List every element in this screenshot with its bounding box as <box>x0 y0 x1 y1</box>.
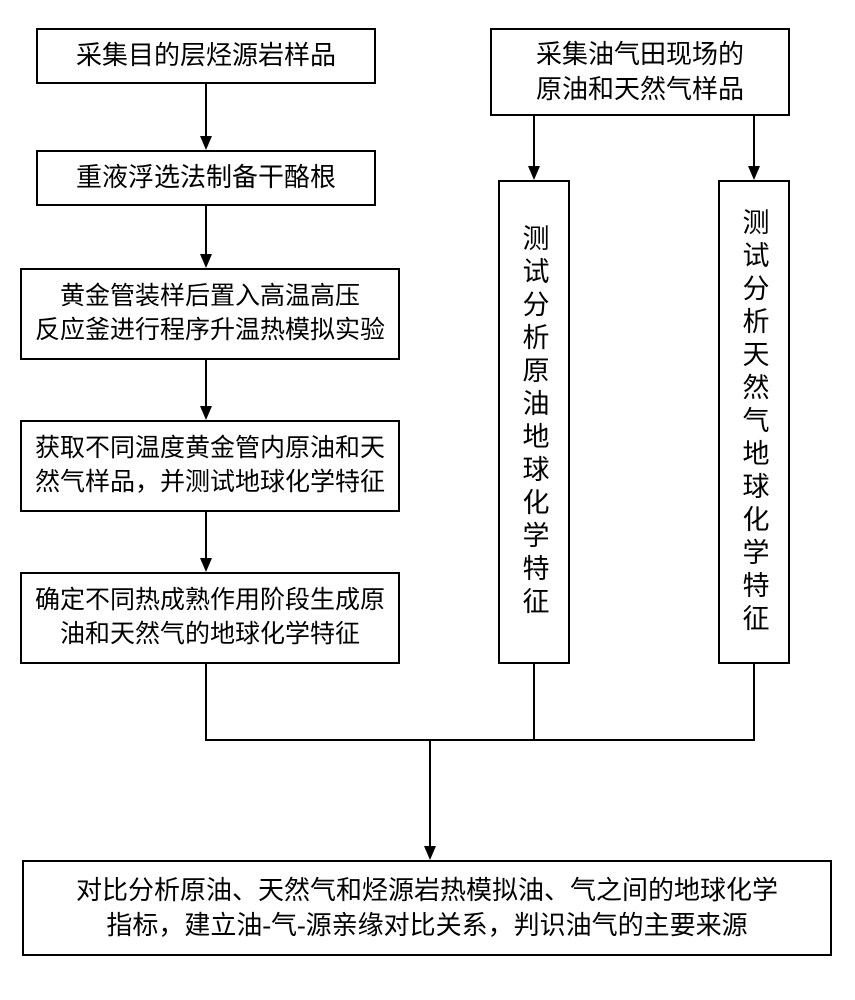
edge <box>206 664 430 740</box>
node-label: 黄金管装样后置入高温高压 反应釜进行程序升温热模拟实验 <box>35 280 385 348</box>
node-test-crude-oil: 测试分析原油地球化学特征 <box>498 180 570 664</box>
node-gold-tube-experiment: 黄金管装样后置入高温高压 反应釜进行程序升温热模拟实验 <box>20 268 400 360</box>
node-label: 测试分析原油地球化学特征 <box>515 224 554 620</box>
node-label: 重液浮选法制备干酪根 <box>76 160 336 195</box>
node-collect-source-rock: 采集目的层烃源岩样品 <box>36 28 376 84</box>
node-label: 测试分析天然气地球化学特征 <box>735 208 774 637</box>
node-label: 采集目的层烃源岩样品 <box>76 38 336 73</box>
node-collect-field-samples: 采集油气田现场的 原油和天然气样品 <box>490 28 790 116</box>
node-determine-characteristics: 确定不同热成熟作用阶段生成原 油和天然气的地球化学特征 <box>20 572 400 664</box>
edge <box>430 664 754 740</box>
node-heavy-liquid-flotation: 重液浮选法制备干酪根 <box>36 150 376 206</box>
edge <box>430 664 534 740</box>
node-label: 确定不同热成熟作用阶段生成原 油和天然气的地球化学特征 <box>35 584 385 652</box>
node-label: 采集油气田现场的 原油和天然气样品 <box>536 37 744 107</box>
node-label: 获取不同温度黄金管内原油和天 然气样品，并测试地球化学特征 <box>35 432 385 500</box>
node-obtain-samples: 获取不同温度黄金管内原油和天 然气样品，并测试地球化学特征 <box>20 420 400 512</box>
node-test-natural-gas: 测试分析天然气地球化学特征 <box>718 180 790 664</box>
node-compare-analyze: 对比分析原油、天然气和烃源岩热模拟油、气之间的地球化学 指标，建立油-气-源亲缘… <box>22 860 832 956</box>
node-label: 对比分析原油、天然气和烃源岩热模拟油、气之间的地球化学 指标，建立油-气-源亲缘… <box>76 873 778 943</box>
